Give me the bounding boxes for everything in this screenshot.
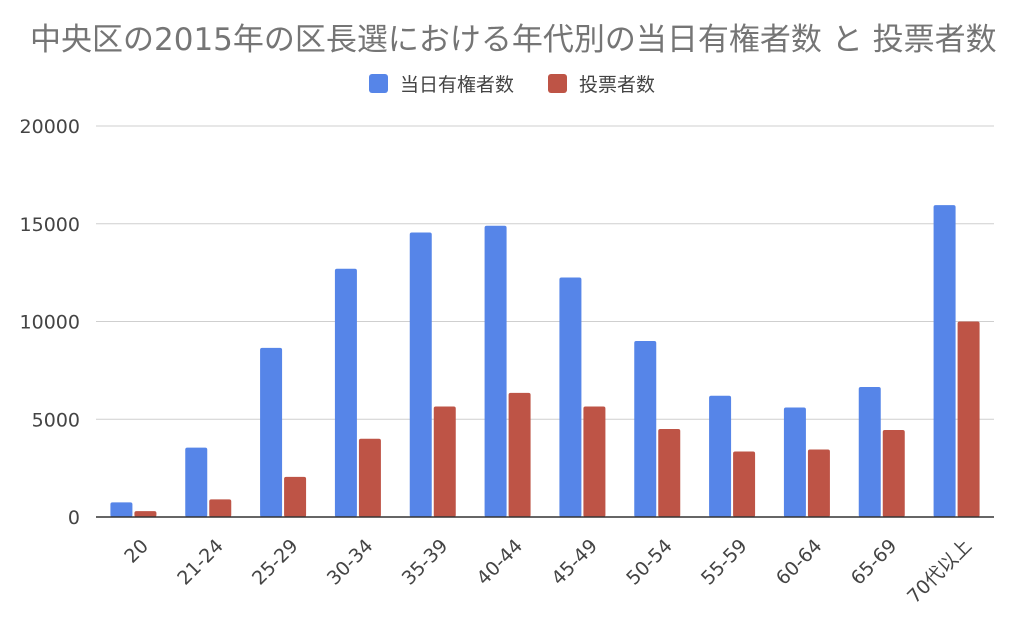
y-tick-label: 10000 xyxy=(20,312,80,334)
bar-turnout xyxy=(134,511,157,517)
bar-voters xyxy=(709,395,732,517)
bar-turnout xyxy=(209,499,232,517)
x-tick-label: 25-29 xyxy=(248,535,303,590)
legend-swatch-turnout xyxy=(548,74,568,93)
x-tick-label: 50-54 xyxy=(622,535,677,590)
legend-swatch-voters xyxy=(368,74,388,93)
bar-voters xyxy=(409,232,432,518)
x-tick-label: 60-64 xyxy=(772,535,827,590)
y-tick-label: 20000 xyxy=(20,116,80,138)
bar-voters xyxy=(634,341,657,517)
bar-voters xyxy=(484,225,507,517)
bar-voters xyxy=(110,502,133,517)
y-tick-label: 0 xyxy=(68,507,80,529)
x-tick-label: 35-39 xyxy=(398,535,453,590)
bar-voters xyxy=(858,386,881,517)
bar-turnout xyxy=(284,476,307,517)
bar-turnout xyxy=(882,430,905,517)
x-tick-label: 21-24 xyxy=(173,535,228,590)
x-tick-label: 30-34 xyxy=(323,535,378,590)
x-tick-label: 40-44 xyxy=(473,535,528,590)
y-tick-label: 15000 xyxy=(20,214,80,236)
x-tick-label: 55-59 xyxy=(697,535,752,590)
bar-voters xyxy=(260,347,283,517)
bar-turnout xyxy=(658,429,681,517)
bar-turnout xyxy=(508,392,531,517)
bar-turnout xyxy=(807,449,830,517)
chart-title: 中央区の2015年の区長選における年代別の当日有権者数 と 投票者数 xyxy=(30,22,997,58)
x-tick-label: 65-69 xyxy=(847,535,902,590)
bar-turnout xyxy=(358,438,381,517)
bar-voters xyxy=(559,277,582,517)
bar-voters xyxy=(933,205,956,518)
bar-turnout xyxy=(957,321,980,517)
x-tick-label: 45-49 xyxy=(547,535,602,590)
x-tick-label: 20 xyxy=(120,535,153,568)
x-tick-label: 70代以上 xyxy=(903,535,976,608)
legend-item-voters: 当日有権者数 xyxy=(368,70,514,97)
bar-voters xyxy=(783,407,806,517)
legend: 当日有権者数 投票者数 xyxy=(0,70,1024,98)
legend-item-turnout: 投票者数 xyxy=(548,70,655,97)
bar-turnout xyxy=(433,406,456,517)
bar-turnout xyxy=(733,451,756,517)
y-tick-label: 5000 xyxy=(32,409,80,431)
bar-voters xyxy=(334,268,357,517)
legend-label-voters: 当日有権者数 xyxy=(399,74,514,96)
legend-label-turnout: 投票者数 xyxy=(579,74,656,96)
bar-turnout xyxy=(583,406,606,517)
bar-voters xyxy=(185,447,208,517)
